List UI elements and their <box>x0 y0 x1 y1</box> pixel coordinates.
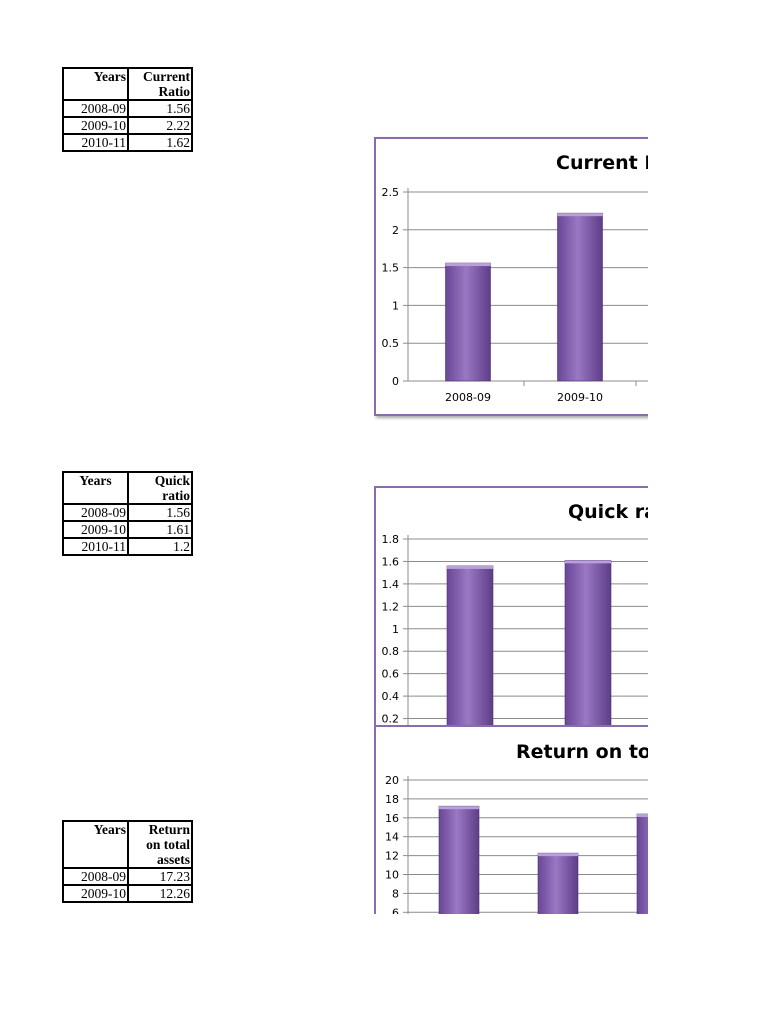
y-tick-label: 0 <box>392 375 399 388</box>
y-tick-label: 1 <box>392 299 399 312</box>
bar-highlight <box>439 806 479 810</box>
y-tick-label: 20 <box>385 774 399 787</box>
y-tick-label: 1.4 <box>382 578 400 591</box>
bar <box>446 565 494 733</box>
bar <box>564 560 612 733</box>
years-header: Years <box>62 471 129 505</box>
table-row: 2009-10 1.61 <box>62 520 193 539</box>
crop-mask <box>648 120 768 940</box>
header-line: assets <box>157 852 190 867</box>
chart-plot: 0 0.5 1 1.5 2 2.5 2008-09 2009-10 <box>382 186 666 404</box>
y-tick-label: 1.5 <box>382 262 400 275</box>
years-header: Years <box>62 67 129 101</box>
year-cell: 2010-11 <box>62 537 129 556</box>
y-tick-label: 16 <box>385 812 399 825</box>
table-row: 2008-09 1.56 <box>62 99 193 118</box>
chart-plot: 6 8 10 12 14 16 18 20 <box>385 774 666 914</box>
year-cell: 2008-09 <box>62 503 129 522</box>
y-tick-label: 12 <box>385 850 399 863</box>
y-tick-label: 0.5 <box>382 337 400 350</box>
table-row: 2009-10 2.22 <box>62 116 193 135</box>
value-cell: 1.62 <box>127 133 193 152</box>
y-tick-label: 0.6 <box>382 668 400 681</box>
bar-highlight <box>557 213 603 217</box>
y-tick-label: 8 <box>392 887 399 900</box>
y-tick-label: 0.2 <box>382 713 400 726</box>
chart-title: Return on tota <box>516 741 668 763</box>
bar-highlight <box>445 263 491 267</box>
table-row: 2008-09 17.23 <box>62 867 193 886</box>
return-on-total-assets-chart: Return on tota 6 8 10 12 14 16 18 20 <box>374 725 668 914</box>
y-tick-label: 14 <box>385 831 399 844</box>
value-cell: 1.56 <box>127 99 193 118</box>
chart-plot: 0.2 0.4 0.6 0.8 1 1.2 1.4 1.6 1.8 <box>382 533 666 733</box>
year-cell: 2009-10 <box>62 520 129 539</box>
chart-title: Current Ra <box>556 152 668 174</box>
year-cell: 2008-09 <box>62 99 129 118</box>
y-tick-label: 18 <box>385 793 399 806</box>
years-header: Years <box>62 820 129 869</box>
y-tick-label: 2.5 <box>382 186 400 199</box>
y-tick-label: 1 <box>392 623 399 636</box>
year-cell: 2009-10 <box>62 116 129 135</box>
quick-ratio-table: Years Quick ratio 2008-09 1.56 2009-10 1… <box>62 471 193 556</box>
y-tick-label: 6 <box>392 906 399 914</box>
header-line: on total <box>146 837 190 852</box>
value-cell: 17.23 <box>127 867 193 886</box>
y-tick-label: 1.8 <box>382 533 400 546</box>
header-line: ratio <box>162 488 190 503</box>
year-cell: 2009-10 <box>62 884 129 903</box>
current-ratio-table: Years Current Ratio 2008-09 1.56 2009-10… <box>62 67 193 152</box>
year-cell: 2010-11 <box>62 133 129 152</box>
header-line: Return <box>148 822 190 837</box>
year-cell: 2008-09 <box>62 867 129 886</box>
value-cell: 1.61 <box>127 520 193 539</box>
bar <box>445 262 491 382</box>
current-ratio-header: Current Ratio <box>127 67 193 101</box>
bar-highlight <box>538 853 578 857</box>
y-tick-label: 10 <box>385 869 399 882</box>
quick-ratio-chart: Quick rat 0.2 0.4 0.6 0.8 1 1.2 1.4 1.6 1.8 <box>374 486 668 735</box>
table-row: 2010-11 1.62 <box>62 133 193 152</box>
bar-highlight <box>447 565 493 569</box>
value-cell: 12.26 <box>127 884 193 903</box>
x-category-label: 2009-10 <box>557 391 603 404</box>
y-tick-label: 0.4 <box>382 690 400 703</box>
table-row: 2008-09 1.56 <box>62 503 193 522</box>
x-category-label: 2008-09 <box>445 391 491 404</box>
y-tick-label: 1.6 <box>382 555 400 568</box>
table-row: 2009-10 12.26 <box>62 884 193 903</box>
header-line: Ratio <box>158 84 191 99</box>
y-tick-label: 1.2 <box>382 600 400 613</box>
return-on-total-assets-header: Return on total assets <box>127 820 193 869</box>
value-cell: 2.22 <box>127 116 193 135</box>
table-row: 2010-11 1.2 <box>62 537 193 556</box>
bar <box>438 805 480 914</box>
y-tick-label: 0.8 <box>382 645 400 658</box>
y-tick-label: 2 <box>392 224 399 237</box>
bar <box>557 212 603 382</box>
value-cell: 1.2 <box>127 537 193 556</box>
current-ratio-chart: Current Ra 0 0.5 1 1.5 2 2.5 2008-09 2009-10 <box>374 137 668 416</box>
header-line: Quick <box>154 473 190 488</box>
quick-ratio-header: Quick ratio <box>127 471 193 505</box>
chart-title: Quick rat <box>568 501 666 523</box>
return-on-total-assets-table: Years Return on total assets 2008-09 17.… <box>62 820 193 903</box>
bar-highlight <box>565 560 611 564</box>
header-line: Current <box>143 69 190 84</box>
bar <box>537 852 579 914</box>
value-cell: 1.56 <box>127 503 193 522</box>
